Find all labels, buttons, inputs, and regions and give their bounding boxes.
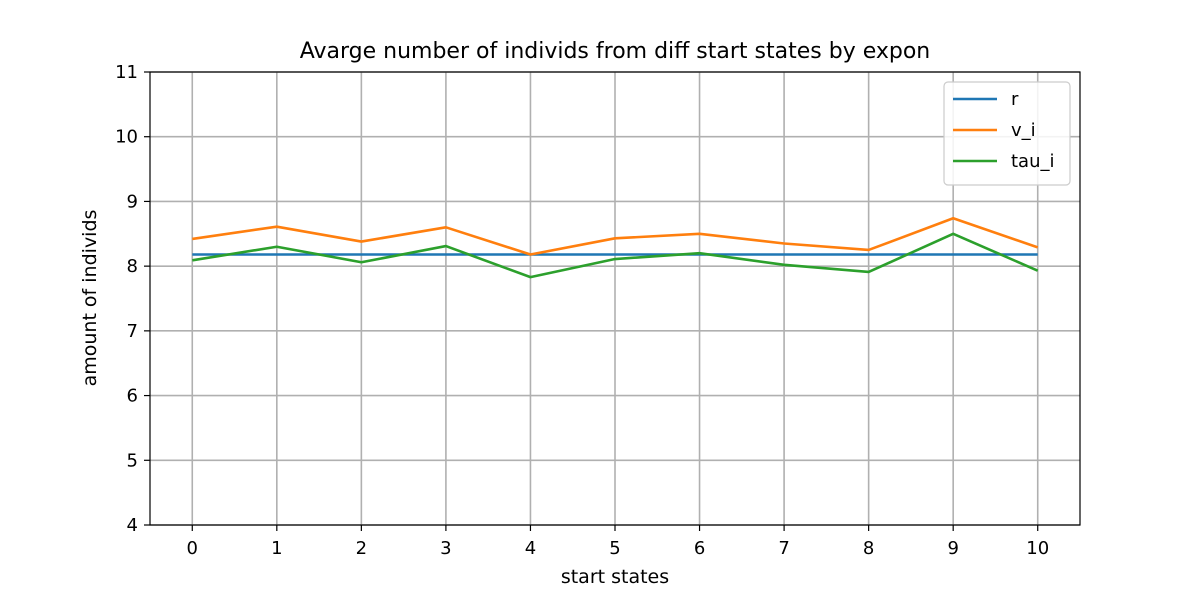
y-tick-label: 6: [127, 386, 138, 407]
y-tick-label: 7: [127, 321, 138, 342]
y-tick-label: 5: [127, 450, 138, 471]
x-tick-label: 4: [525, 538, 536, 559]
x-tick-label: 6: [694, 538, 705, 559]
y-axis-label: amount of individs: [79, 210, 101, 387]
x-tick-label: 2: [356, 538, 367, 559]
x-axis-label: start states: [561, 566, 669, 588]
axis-ticks: 0 1 2 3 4 5 6 7 8 9 10 4 5 6 7 8 9 10 11: [115, 62, 1049, 559]
y-tick-label: 10: [115, 127, 138, 148]
grid-lines: [150, 71, 1080, 526]
y-tick-label: 11: [115, 62, 138, 83]
chart-title: Avarge number of individs from diff star…: [300, 39, 931, 64]
x-tick-label: 9: [947, 538, 958, 559]
y-tick-label: 9: [127, 191, 138, 212]
y-tick-label: 4: [127, 515, 138, 536]
series-line-v-i: [192, 216, 1039, 256]
x-tick-label: 1: [271, 538, 282, 559]
legend-box: [943, 81, 1071, 186]
series-lines: [192, 216, 1039, 279]
series-line-tau-i: [192, 232, 1039, 279]
legend-label: tau_i: [1011, 151, 1055, 172]
legend-label: v_i: [1011, 120, 1036, 141]
x-tick-label: 7: [778, 538, 789, 559]
x-tick-label: 8: [863, 538, 874, 559]
x-tick-label: 10: [1026, 538, 1049, 559]
x-tick-label: 3: [440, 538, 451, 559]
x-tick-label: 0: [187, 538, 198, 559]
x-tick-label: 5: [609, 538, 620, 559]
legend-label: r: [1011, 89, 1019, 110]
legend: r v_i tau_i: [943, 81, 1071, 186]
y-tick-label: 8: [127, 256, 138, 277]
